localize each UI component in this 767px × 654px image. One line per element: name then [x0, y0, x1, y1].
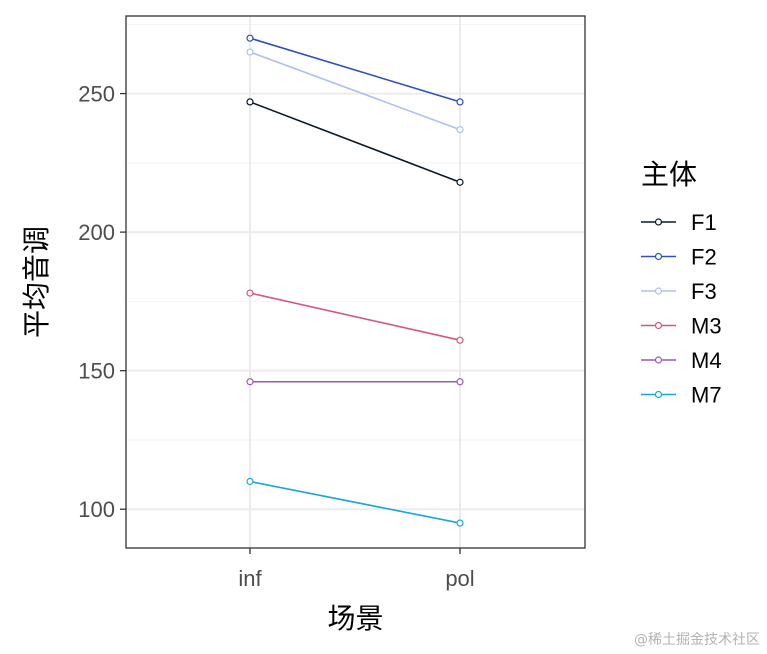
- series-point-f2: [246, 34, 254, 42]
- legend-label: M7: [691, 383, 722, 408]
- series-line-f3: [249, 51, 461, 131]
- series-point-m3: [456, 336, 464, 344]
- series-point-f1: [246, 98, 254, 106]
- grid-minor: [126, 23, 585, 441]
- series-line-m3: [249, 292, 461, 341]
- legend-key-point: [654, 252, 663, 261]
- y-tick-label: 100: [78, 497, 115, 522]
- legend-label: M4: [691, 348, 722, 373]
- legend-key-point: [654, 356, 663, 364]
- legend-label: F3: [691, 279, 717, 304]
- legend-items: F1 F2 F3 M3 M4 M7: [641, 210, 722, 408]
- series-point-m7: [456, 519, 464, 527]
- y-tick-label: 250: [78, 82, 115, 107]
- series-layer: [246, 34, 464, 527]
- panel-border: [125, 15, 586, 549]
- series-point-m7: [246, 477, 254, 486]
- y-axis: 100 150 200 250: [78, 82, 126, 522]
- series-point-m4: [456, 378, 464, 386]
- y-axis-title: 平均音调: [20, 226, 53, 338]
- legend-key-point: [654, 321, 663, 330]
- legend-item-f1: F1: [641, 210, 717, 235]
- legend-title: 主体: [641, 158, 697, 191]
- legend-item-m3: M3: [641, 314, 722, 339]
- series-line-f1: [249, 101, 461, 183]
- series-point-m4: [246, 378, 254, 386]
- legend-key-point: [654, 390, 663, 399]
- series-point-f1: [456, 178, 464, 186]
- y-tick-label: 200: [78, 220, 115, 245]
- legend-label: M3: [691, 314, 722, 339]
- legend-item-m7: M7: [641, 383, 722, 408]
- series-line-m7: [249, 480, 461, 524]
- x-tick-label: pol: [445, 566, 474, 591]
- series-point-f3: [246, 48, 254, 56]
- x-tick-label: inf: [238, 566, 262, 591]
- grid-major: [126, 16, 585, 548]
- legend-key-point: [654, 218, 663, 226]
- y-tick-label: 150: [78, 359, 115, 384]
- legend-item-m4: M4: [641, 348, 722, 373]
- legend-label: F2: [691, 245, 717, 270]
- series-point-f2: [456, 98, 464, 106]
- legend-item-f3: F3: [641, 279, 717, 304]
- watermark: @稀土掘金技术社区: [634, 632, 760, 648]
- series-point-f3: [456, 126, 464, 134]
- legend: 主体 F1 F2 F3 M3 M4 M7: [641, 158, 722, 408]
- legend-key-point: [654, 287, 663, 295]
- panel-background: [126, 16, 585, 548]
- legend-label: F1: [691, 210, 717, 235]
- series-line-f2: [249, 37, 461, 103]
- x-axis: inf pol: [238, 548, 475, 591]
- legend-item-f2: F2: [641, 245, 717, 270]
- series-point-m3: [246, 289, 254, 297]
- x-axis-title: 场景: [327, 602, 383, 635]
